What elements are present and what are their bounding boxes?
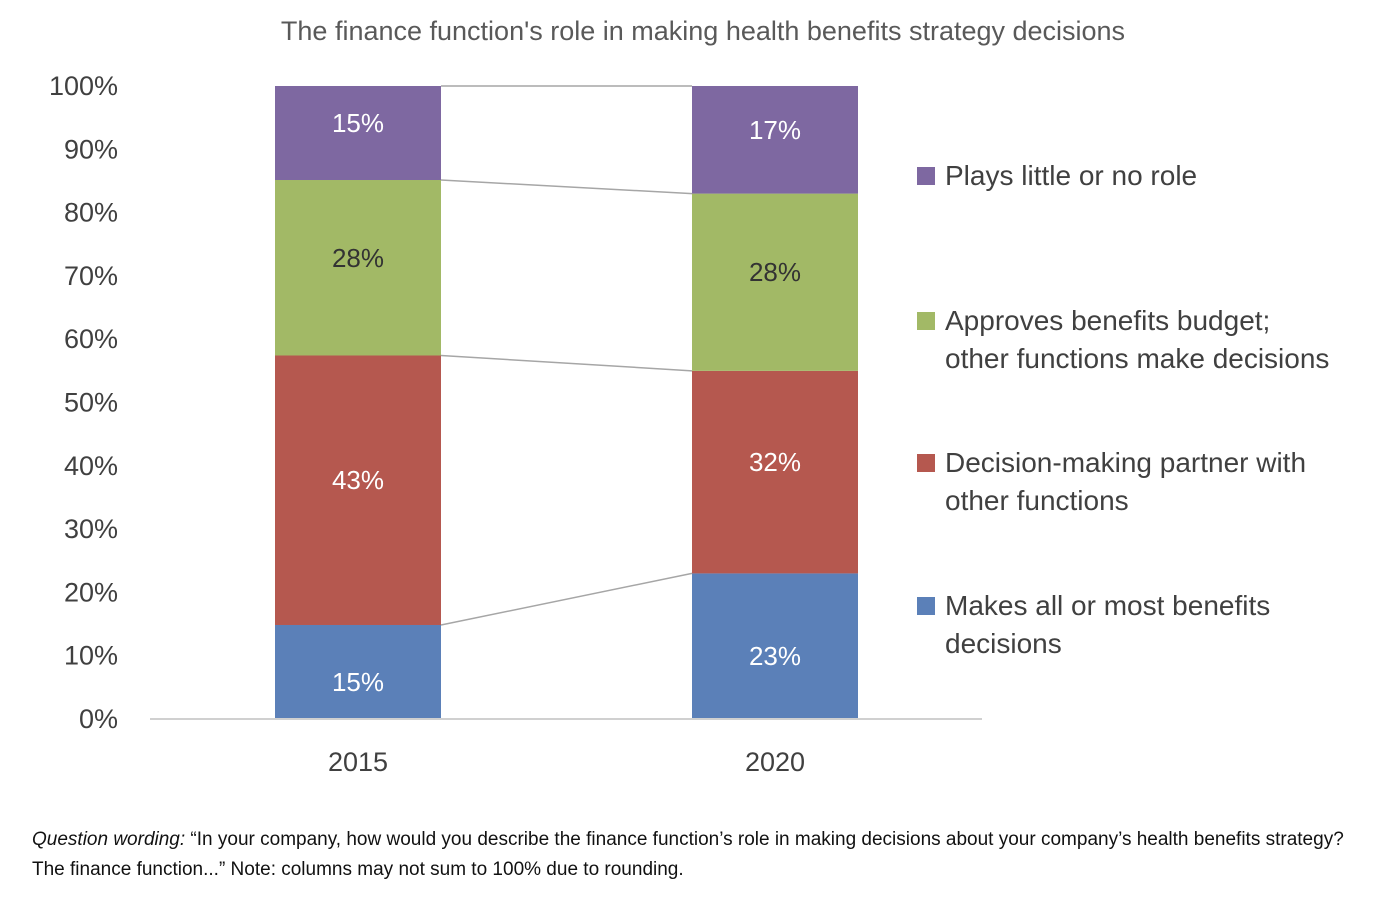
legend-label: Makes all or most benefits	[945, 590, 1270, 621]
y-tick-label: 100%	[49, 71, 118, 101]
legend-swatch	[917, 454, 935, 472]
series-connector-lines	[440, 85, 693, 626]
data-label: 17%	[749, 115, 801, 145]
series-line	[440, 572, 693, 626]
data-label: 32%	[749, 447, 801, 477]
legend-label: decisions	[945, 628, 1062, 659]
y-tick-label: 30%	[64, 514, 118, 544]
legend-label: other functions make decisions	[945, 343, 1329, 374]
footnote-text: “In your company, how would you describe…	[32, 829, 1344, 880]
legend-swatch	[917, 312, 935, 330]
legend-swatch	[917, 167, 935, 185]
bar-segment-2015-4	[275, 86, 441, 181]
y-tick-label: 40%	[64, 451, 118, 481]
y-tick-label: 10%	[64, 641, 118, 671]
data-label: 23%	[749, 641, 801, 671]
bar-segment-2015-3	[275, 180, 441, 356]
bar-segment-2015-2	[275, 355, 441, 625]
y-tick-label: 90%	[64, 134, 118, 164]
bar-segment-2020-4	[692, 86, 858, 194]
bar-segment-2020-2	[692, 370, 858, 574]
bar-segment-2020-1	[692, 573, 858, 719]
y-tick-label: 20%	[64, 577, 118, 607]
legend-label: Approves benefits budget;	[945, 305, 1270, 336]
x-axis-category-labels: 2015 2020	[328, 747, 805, 777]
data-label: 15%	[332, 108, 384, 138]
data-labels: 15% 43% 28% 15% 23% 32% 28% 17%	[332, 108, 801, 697]
data-label: 43%	[332, 465, 384, 495]
legend-label: other functions	[945, 485, 1129, 516]
legend-label: Plays little or no role	[945, 160, 1197, 191]
legend-label: Decision-making partner with	[945, 447, 1306, 478]
legend-swatch	[917, 597, 935, 615]
y-tick-label: 80%	[64, 198, 118, 228]
data-label: 28%	[749, 257, 801, 287]
bar-segment-2020-3	[692, 193, 858, 371]
data-label: 15%	[332, 667, 384, 697]
series-line	[440, 179, 693, 195]
y-tick-label: 0%	[79, 704, 118, 734]
series-line	[440, 354, 693, 372]
data-label: 28%	[332, 243, 384, 273]
stacked-bar-chart: The finance function's role in making he…	[49, 16, 1330, 777]
y-tick-label: 70%	[64, 261, 118, 291]
footnote-lead: Question wording:	[32, 829, 186, 850]
x-category-label: 2015	[328, 747, 388, 777]
legend: Plays little or no role Approves benefits…	[917, 160, 1329, 659]
footnote: Question wording: “In your company, how …	[32, 825, 1352, 885]
bar-segment-2015-1	[275, 624, 441, 719]
y-axis-tick-labels: 0% 10% 20% 30% 40% 50% 60% 70% 80% 90% 100%	[49, 71, 118, 734]
y-tick-label: 60%	[64, 324, 118, 354]
bar-segments	[275, 86, 858, 719]
x-category-label: 2020	[745, 747, 805, 777]
y-tick-label: 50%	[64, 388, 118, 418]
chart-title: The finance function's role in making he…	[281, 16, 1125, 46]
